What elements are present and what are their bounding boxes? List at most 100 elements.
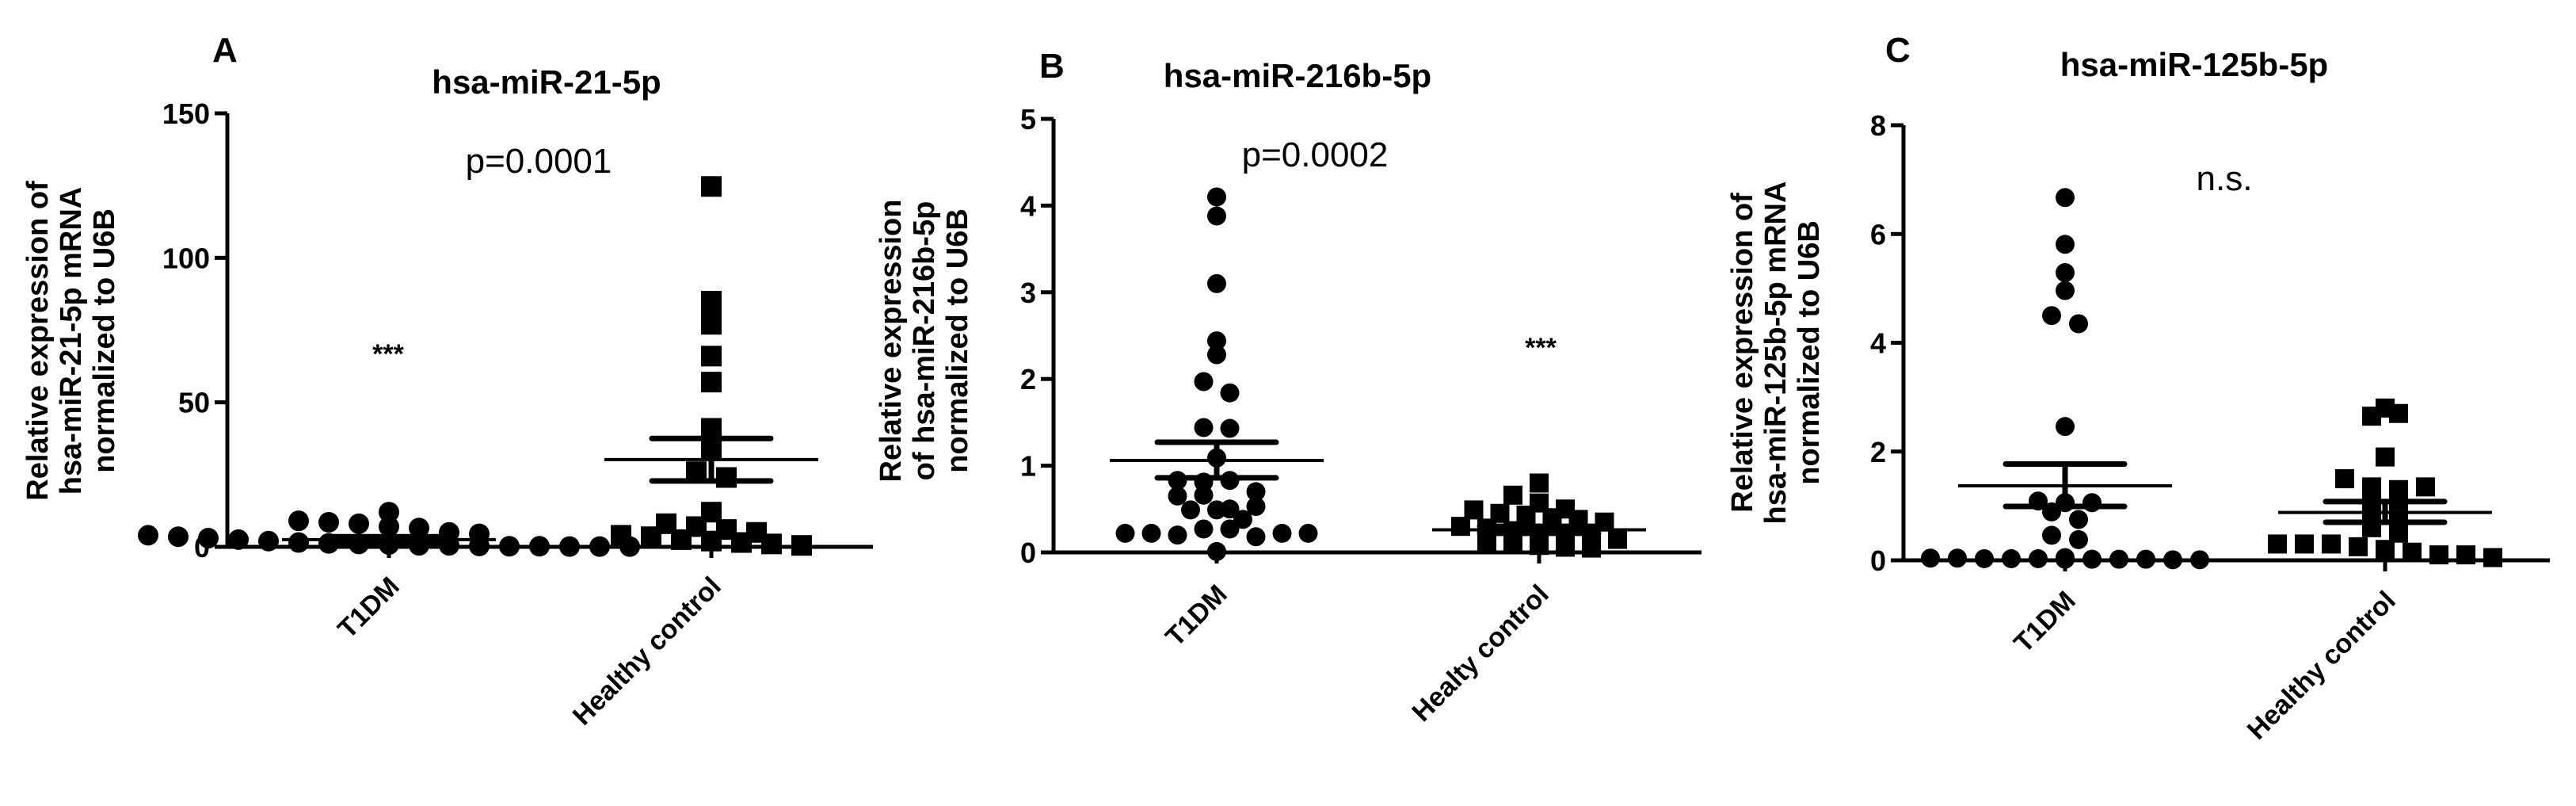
svg-text:normalized to U6B: normalized to U6B: [88, 208, 121, 473]
x-category-label: T1DM: [2008, 586, 2081, 659]
y-tick-label: 0: [1020, 537, 1036, 569]
data-point-circle: [2069, 314, 2088, 334]
data-point-circle: [559, 536, 580, 557]
data-point-circle: [1207, 206, 1226, 226]
data-point-square: [701, 346, 722, 367]
y-tick-label: 8: [1870, 109, 1886, 142]
data-point-circle: [1272, 523, 1292, 543]
svg-text:Relative expression of: Relative expression of: [21, 181, 55, 501]
data-point-circle: [288, 532, 309, 553]
x-category-label: Healthy control: [567, 571, 727, 732]
data-point-square: [2403, 542, 2422, 562]
x-category-label: T1DM: [1160, 579, 1233, 652]
data-point-circle: [1975, 548, 1994, 568]
significance-stars: ***: [372, 339, 404, 369]
svg-text:of hsa-miR-216b-5p: of hsa-miR-216b-5p: [908, 201, 941, 481]
data-point-circle: [1194, 418, 1214, 437]
x-category-label: Healty control: [1406, 579, 1554, 728]
data-point-circle: [1207, 345, 1226, 365]
data-point-circle: [2069, 529, 2088, 549]
svg-text:Relative expression of: Relative expression of: [1726, 193, 1759, 513]
data-point-circle: [1207, 541, 1226, 561]
data-point-circle: [2083, 493, 2102, 513]
data-point-circle: [2056, 235, 2075, 254]
data-point-circle: [1194, 485, 1214, 505]
panel-letter: B: [1039, 47, 1065, 86]
data-point-circle: [1207, 331, 1226, 351]
data-point-circle: [2042, 525, 2061, 545]
x-category-label: T1DM: [332, 571, 405, 644]
data-point-circle: [1168, 525, 1187, 545]
data-point-circle: [2109, 549, 2128, 569]
data-point-circle: [1207, 187, 1226, 207]
data-point-square: [701, 530, 722, 552]
data-point-circle: [168, 526, 189, 548]
data-point-circle: [1115, 523, 1135, 543]
data-point-circle: [138, 525, 158, 546]
data-point-circle: [2002, 548, 2021, 568]
data-point-square: [2295, 534, 2314, 554]
data-point-square: [2483, 548, 2502, 567]
data-point-circle: [1141, 523, 1161, 543]
data-point-square: [2335, 469, 2354, 489]
data-point-circle: [1220, 383, 1240, 403]
plot-area: 0 2 4 6 8: [1870, 109, 2550, 577]
y-tick-label: 100: [162, 242, 210, 274]
data-point-circle: [198, 528, 219, 549]
data-point-square: [2389, 403, 2408, 423]
y-axis-label: Relative expression of hsa-miR-125b-5p m…: [1726, 181, 1826, 525]
data-point-square: [2429, 545, 2448, 565]
data-point-circle: [1207, 500, 1226, 520]
svg-text:normalized to U6B: normalized to U6B: [1793, 220, 1826, 485]
y-tick-label: 0: [1870, 544, 1886, 577]
panel-letter: C: [1885, 31, 1911, 70]
data-point-circle: [1246, 497, 1266, 517]
axis-lines: [1051, 119, 1701, 555]
y-tick-label: 4: [1020, 189, 1036, 222]
data-point-square: [1451, 517, 1470, 537]
panel-title: hsa-miR-125b-5p: [2060, 46, 2328, 83]
data-point-circle: [529, 536, 550, 557]
data-point-circle: [1168, 486, 1187, 506]
data-point-circle: [499, 536, 520, 557]
y-axis-label: Relative expression of hsa-miR-21-5p mRN…: [21, 181, 121, 501]
data-point-square: [731, 532, 752, 553]
data-point-circle: [2056, 262, 2075, 282]
x-category-label: Healthy control: [2242, 586, 2402, 746]
data-point-circle: [1194, 519, 1214, 539]
data-point-circle: [1246, 482, 1266, 502]
data-point-square: [671, 529, 692, 550]
panel-a: A hsa-miR-21-5p Relative expression of h…: [21, 31, 873, 732]
data-point-square: [1530, 536, 1549, 556]
data-point-circle: [1194, 372, 1214, 392]
data-point-circle: [1220, 418, 1240, 438]
data-point-circle: [2029, 548, 2048, 568]
data-point-square: [761, 533, 782, 555]
data-point-circle: [2056, 188, 2075, 208]
plot-area: 0 1 2 3 4 5: [1020, 103, 1701, 569]
data-point-square: [1608, 529, 1627, 549]
data-point-circle: [258, 530, 279, 552]
data-point-circle: [2190, 550, 2209, 570]
data-point-circle: [1220, 519, 1240, 539]
data-point-circle: [228, 529, 249, 550]
panel-title: hsa-miR-21-5p: [432, 63, 661, 101]
data-point-square: [2322, 534, 2341, 554]
p-value-annotation: p=0.0001: [466, 142, 612, 181]
svg-text:normalized to U6B: normalized to U6B: [941, 208, 974, 473]
data-point-square: [2376, 540, 2395, 560]
data-point-circle: [1246, 527, 1266, 547]
panel-b: B hsa-miR-216b-5p Relative expression of…: [875, 47, 1701, 728]
data-point-circle: [1181, 500, 1200, 520]
data-point-circle: [379, 516, 399, 537]
y-tick-label: 1: [1020, 450, 1036, 483]
y-tick-label: 150: [162, 97, 210, 130]
data-point-circle: [1921, 548, 1940, 568]
y-tick-label: 2: [1020, 363, 1036, 395]
data-point-circle: [2069, 510, 2088, 529]
data-point-circle: [1948, 548, 1967, 568]
data-point-square: [791, 535, 812, 556]
data-point-square: [2389, 523, 2408, 543]
panel-c: C hsa-miR-125b-5p Relative expression of…: [1726, 31, 2550, 746]
ns-annotation: n.s.: [2197, 159, 2253, 198]
